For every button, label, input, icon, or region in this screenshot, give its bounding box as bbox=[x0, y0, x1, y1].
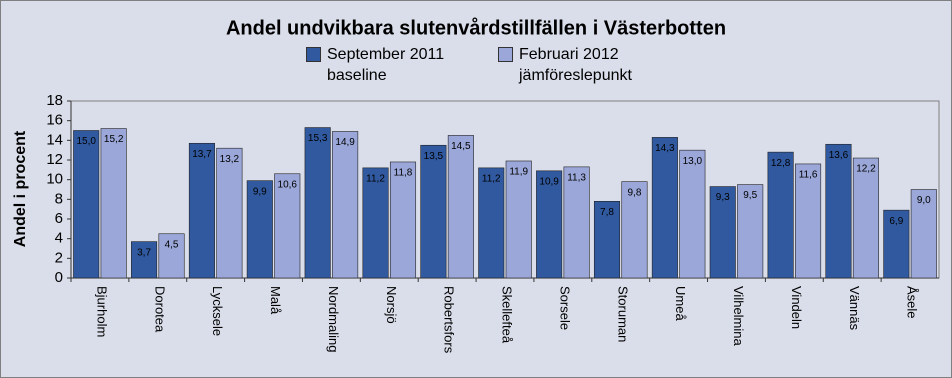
value-label: 12,8 bbox=[771, 158, 791, 169]
bar bbox=[795, 163, 822, 279]
x-tick-label: Storuman bbox=[615, 286, 630, 342]
bar bbox=[709, 186, 736, 279]
bar bbox=[420, 144, 447, 279]
value-label: 13,5 bbox=[424, 151, 444, 162]
value-label: 6,9 bbox=[889, 216, 903, 227]
value-label: 14,5 bbox=[451, 141, 471, 152]
bar bbox=[651, 137, 678, 279]
x-tick-label: Sorsele bbox=[557, 286, 572, 330]
value-label: 13,0 bbox=[683, 156, 703, 167]
value-label: 9,0 bbox=[917, 195, 931, 206]
value-label: 13,6 bbox=[829, 150, 849, 161]
value-label: 15,2 bbox=[104, 134, 124, 145]
value-label: 13,7 bbox=[192, 149, 212, 160]
chart-title: Andel undvikbara slutenvårdstillfällen i… bbox=[226, 16, 726, 39]
value-label: 9,8 bbox=[628, 187, 642, 198]
legend-label: Februari 2012 jämföreslepunkt bbox=[519, 46, 632, 84]
bar bbox=[332, 131, 359, 279]
bar bbox=[447, 135, 474, 279]
value-label: 7,8 bbox=[600, 207, 614, 218]
legend-swatch bbox=[306, 47, 321, 62]
value-label: 11,8 bbox=[394, 168, 413, 179]
value-label: 11,3 bbox=[567, 173, 586, 184]
value-label: 3,7 bbox=[137, 247, 151, 258]
bar bbox=[73, 130, 100, 279]
bar bbox=[216, 147, 243, 279]
bar bbox=[131, 241, 158, 279]
value-label: 11,2 bbox=[482, 174, 501, 185]
bar bbox=[737, 184, 764, 279]
value-label: 4,5 bbox=[165, 239, 179, 250]
bar bbox=[505, 160, 532, 279]
legend-label: September 2011 baseline bbox=[327, 46, 445, 84]
bar bbox=[536, 170, 563, 279]
value-label: 14,9 bbox=[335, 137, 355, 148]
value-label: 11,6 bbox=[799, 170, 818, 181]
y-tick-label: 10 bbox=[46, 171, 63, 188]
bar bbox=[362, 167, 389, 279]
value-label: 12,2 bbox=[856, 164, 876, 175]
x-tick-label: Norsjö bbox=[384, 286, 399, 324]
x-tick-label: Vindeln bbox=[789, 286, 804, 329]
bar bbox=[274, 173, 301, 279]
bar bbox=[478, 167, 505, 279]
x-tick-label: Skellefteå bbox=[500, 286, 515, 344]
x-tick-label: Bjurholm bbox=[94, 286, 109, 337]
bar bbox=[389, 161, 417, 279]
bar bbox=[563, 166, 590, 279]
x-tick-label: Vännäs bbox=[847, 286, 862, 331]
bar bbox=[883, 209, 910, 279]
bar bbox=[852, 157, 879, 279]
bar bbox=[593, 201, 621, 279]
bar bbox=[188, 142, 215, 279]
bar bbox=[100, 128, 127, 279]
value-label: 14,3 bbox=[655, 143, 675, 154]
value-label: 13,2 bbox=[220, 154, 240, 165]
y-tick-label: 14 bbox=[46, 131, 63, 148]
x-tick-label: Lycksele bbox=[210, 286, 225, 336]
y-tick-label: 6 bbox=[55, 210, 63, 227]
bar bbox=[825, 143, 852, 279]
x-tick-label: Vilhelmina bbox=[731, 286, 746, 347]
x-tick-label: Nordmaling bbox=[326, 286, 341, 352]
value-label: 11,9 bbox=[509, 167, 528, 178]
y-tick-label: 4 bbox=[55, 230, 63, 247]
x-tick-label: Åsele bbox=[905, 286, 920, 319]
value-label: 15,0 bbox=[76, 136, 96, 147]
value-label: 15,3 bbox=[308, 133, 328, 144]
bar bbox=[246, 180, 273, 279]
x-tick-label: Malå bbox=[268, 286, 283, 315]
value-label: 9,3 bbox=[716, 192, 730, 203]
x-tick-label: Umeå bbox=[673, 286, 688, 321]
value-label: 11,2 bbox=[366, 174, 385, 185]
bar bbox=[767, 151, 794, 279]
y-tick-label: 12 bbox=[46, 151, 63, 168]
y-tick-label: 0 bbox=[55, 269, 63, 286]
y-tick-label: 18 bbox=[46, 92, 63, 109]
x-tick-label: Dorotea bbox=[152, 286, 167, 333]
bar bbox=[679, 149, 706, 279]
y-tick-label: 16 bbox=[46, 112, 63, 129]
y-axis-label: Andel i procent bbox=[12, 130, 29, 247]
legend-swatch bbox=[498, 47, 513, 62]
y-tick-label: 2 bbox=[55, 249, 63, 266]
bar bbox=[910, 189, 937, 279]
bar bbox=[621, 181, 648, 279]
bar bbox=[158, 233, 185, 279]
x-tick-label: Robertsfors bbox=[442, 286, 457, 354]
value-label: 10,6 bbox=[278, 179, 298, 190]
bar bbox=[304, 127, 331, 279]
value-label: 9,9 bbox=[253, 186, 267, 197]
value-label: 9,5 bbox=[743, 190, 757, 201]
y-tick-label: 8 bbox=[55, 190, 63, 207]
value-label: 10,9 bbox=[539, 176, 559, 187]
